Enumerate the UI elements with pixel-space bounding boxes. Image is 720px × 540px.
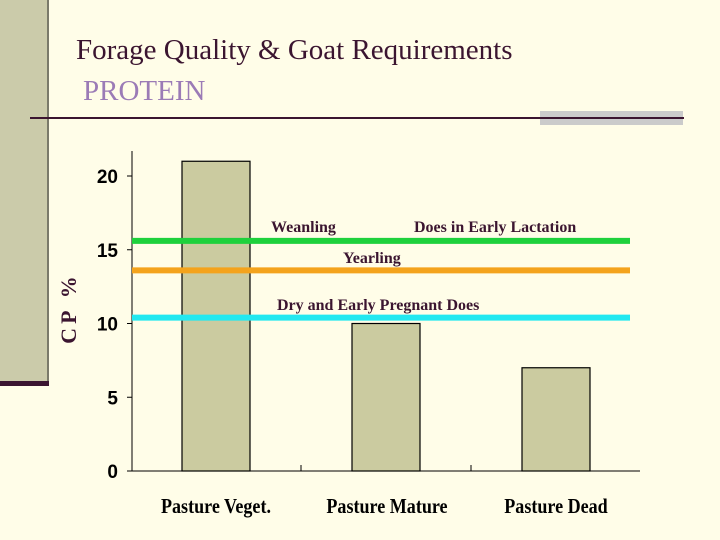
bar-3 (521, 367, 591, 472)
y-tick-label-20: 20 (97, 167, 118, 188)
y-axis-label: CP % (56, 272, 81, 344)
page-subtitle: PROTEIN (83, 75, 206, 107)
reference-line-label-1-1: Weanling (271, 219, 336, 236)
reference-line-label-3-1: Dry and Early Pregnant Does (277, 297, 479, 314)
side-decoration-bar-edge (0, 381, 49, 386)
bar-2 (351, 322, 421, 472)
side-decoration-bar (0, 0, 49, 384)
x-tick-label-3: Pasture Dead (504, 496, 608, 519)
x-tick-label-1: Pasture Veget. (161, 496, 271, 519)
y-tick-label-15: 15 (97, 241, 119, 262)
page-title: Forage Quality & Goat Requirements (76, 34, 513, 66)
y-tick-label-0: 0 (107, 462, 118, 483)
title-divider-accent-line (540, 117, 683, 119)
y-tick-label-10: 10 (97, 315, 118, 336)
title-divider (30, 117, 684, 119)
x-tick-label-2: Pasture Mature (326, 496, 447, 519)
reference-line-label-2-1: Yearling (343, 250, 401, 267)
y-tick-label-5: 5 (107, 388, 118, 409)
reference-line-label-1-2: Does in Early Lactation (414, 219, 576, 236)
